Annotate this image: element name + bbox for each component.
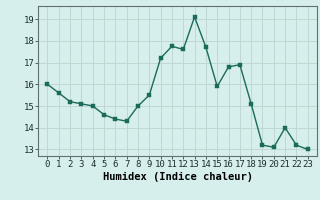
X-axis label: Humidex (Indice chaleur): Humidex (Indice chaleur) xyxy=(103,172,252,182)
